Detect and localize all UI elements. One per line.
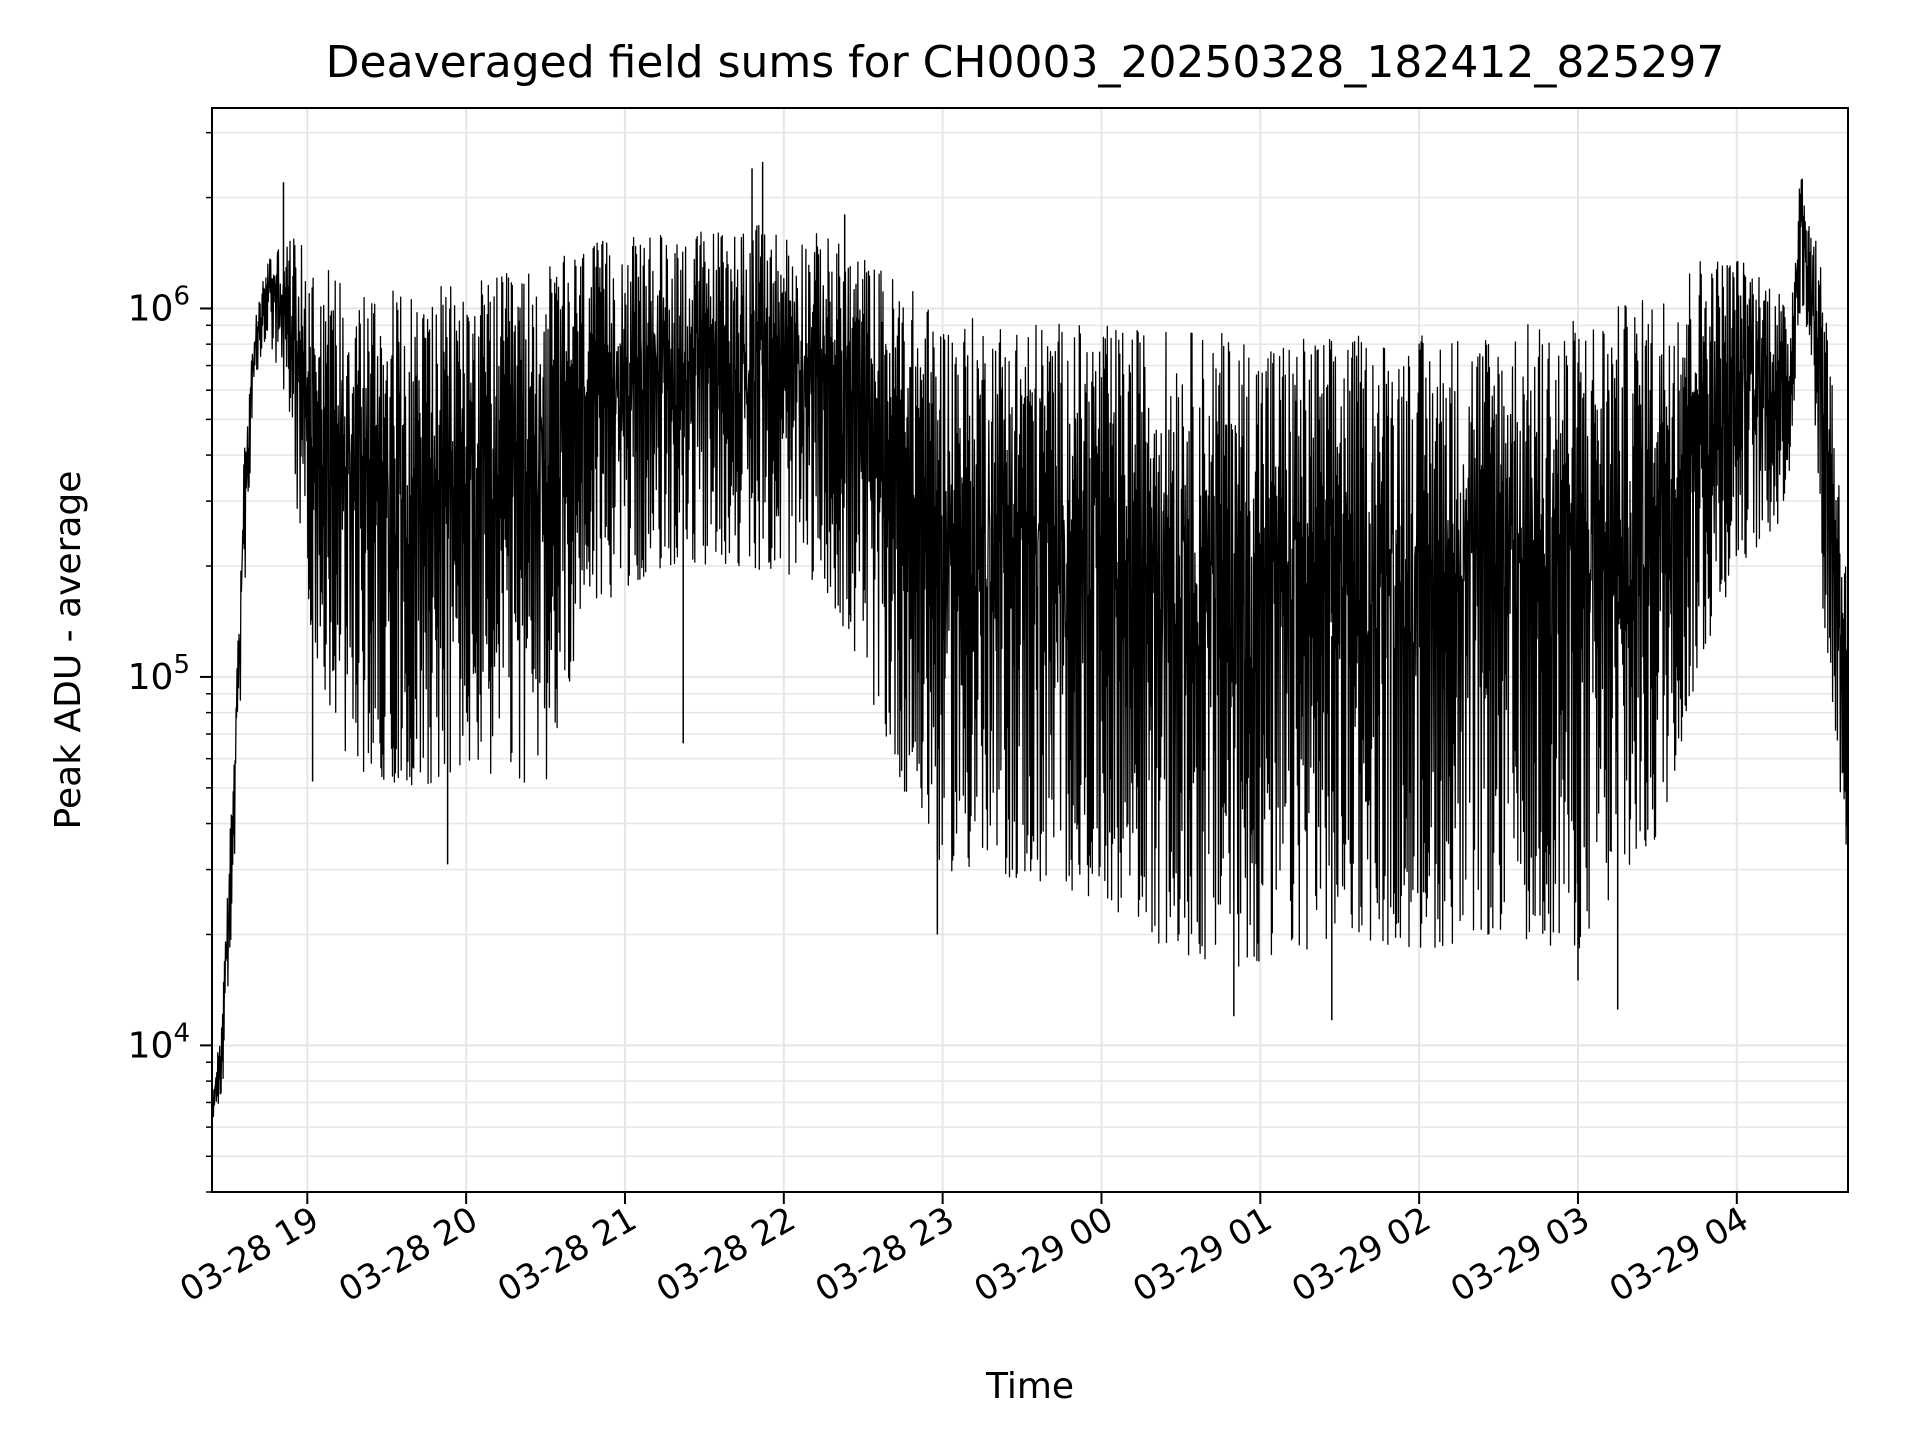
- y-tick-label: 105: [128, 650, 190, 698]
- y-tick-base: 10: [128, 1025, 174, 1066]
- y-axis-label: Peak ADU - average: [48, 471, 89, 830]
- x-axis-label: Time: [985, 1366, 1074, 1407]
- chart-title: Deaveraged field sums for CH0003_2025032…: [326, 37, 1725, 88]
- y-tick-exponent: 5: [173, 650, 190, 680]
- y-tick-base: 10: [128, 288, 174, 329]
- y-tick-exponent: 4: [173, 1018, 190, 1048]
- y-tick-base: 10: [128, 657, 174, 698]
- data-series: [211, 161, 1849, 1119]
- series-line: [211, 178, 1849, 1119]
- y-tick-label: 106: [128, 281, 190, 329]
- y-tick-exponent: 6: [173, 281, 190, 311]
- plot-frame: [211, 107, 1849, 1193]
- y-tick-label: 104: [128, 1018, 190, 1066]
